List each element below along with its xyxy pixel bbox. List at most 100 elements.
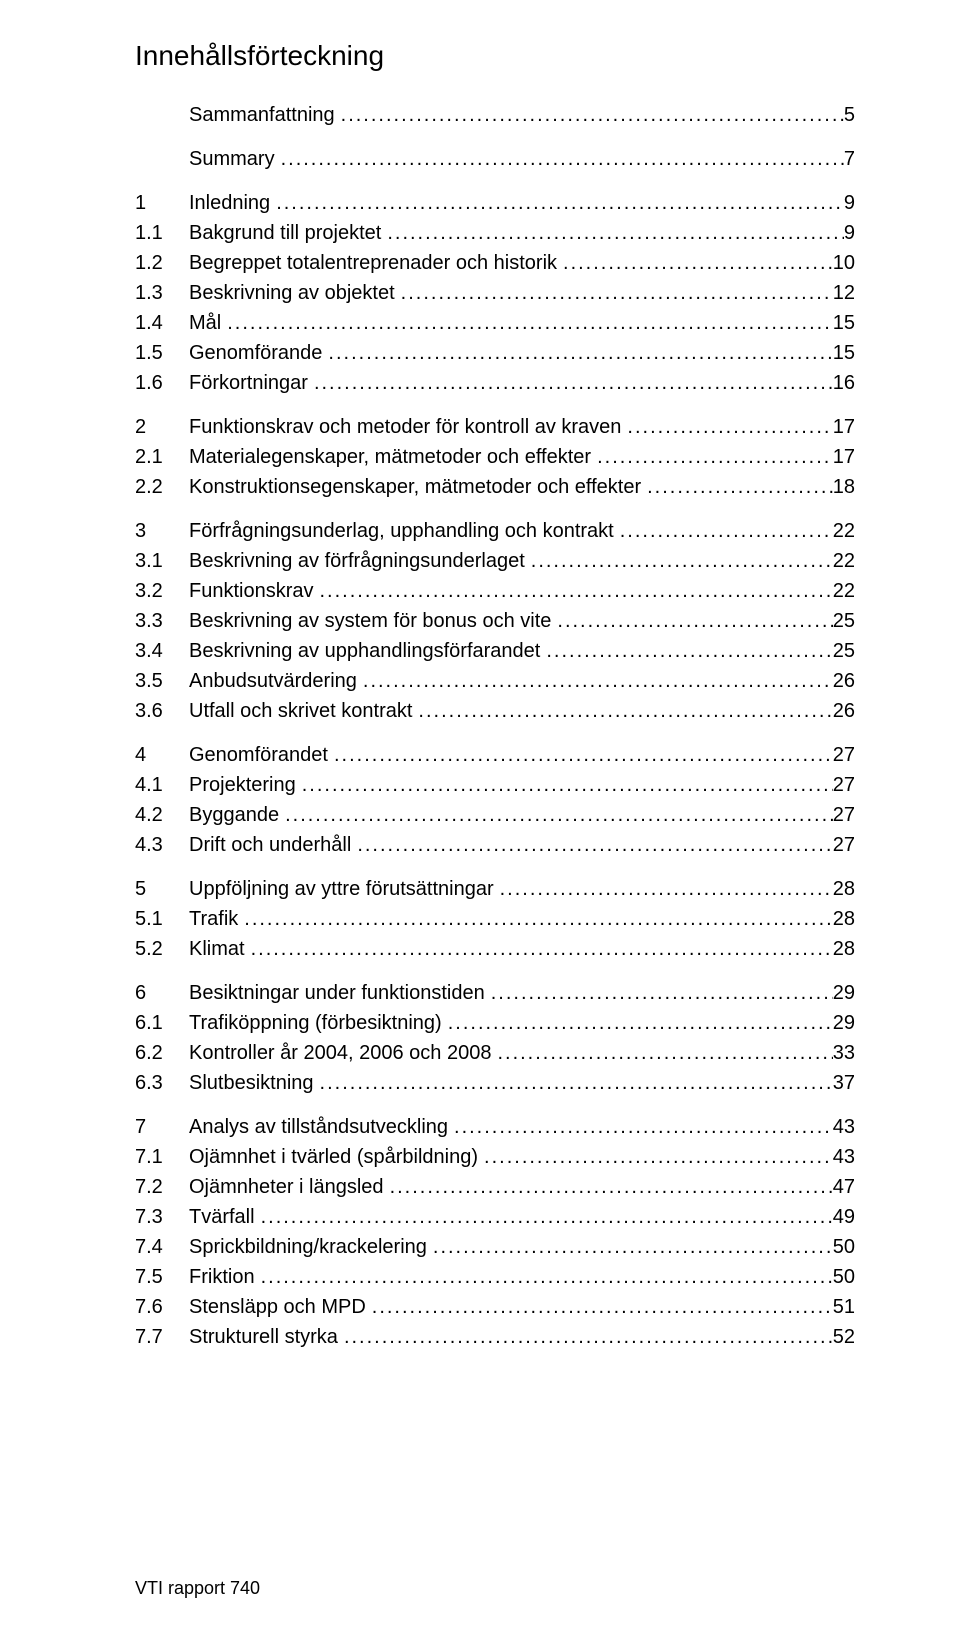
toc-leader-dots (308, 368, 833, 398)
toc-entry-page: 25 (833, 606, 855, 636)
toc-leader-dots (366, 1292, 833, 1322)
toc-entry: Summary7 (135, 144, 855, 174)
toc-entry-label: Begreppet totalentreprenader och histori… (189, 248, 557, 278)
toc-entry: 7.1Ojämnhet i tvärled (spårbildning)43 (135, 1142, 855, 1172)
toc-entry: 3.1Beskrivning av förfrågningsunderlaget… (135, 546, 855, 576)
document-page: Innehållsförteckning Sammanfattning5Summ… (0, 0, 960, 1639)
toc-entry-label: Anbudsutvärdering (189, 666, 357, 696)
toc-entry: 6.3Slutbesiktning 37 (135, 1068, 855, 1098)
toc-entry-page: 12 (833, 278, 855, 308)
toc-entry: 3.4Beskrivning av upphandlingsförfarande… (135, 636, 855, 666)
toc-entry-label: Sprickbildning/krackelering (189, 1232, 427, 1262)
toc-leader-dots (478, 1142, 833, 1172)
toc-entry-page: 15 (833, 338, 855, 368)
toc-entry-page: 50 (833, 1262, 855, 1292)
toc-entry-label: Strukturell styrka (189, 1322, 338, 1352)
toc-entry: 3.3Beskrivning av system för bonus och v… (135, 606, 855, 636)
toc-leader-dots (270, 188, 844, 218)
toc-entry-number: 7.6 (135, 1292, 189, 1322)
toc-group-gap (135, 174, 855, 188)
toc-entry-label: Mål (189, 308, 221, 338)
toc-entry: 4.3Drift och underhåll27 (135, 830, 855, 860)
toc-entry-number: 3.1 (135, 546, 189, 576)
toc-leader-dots (255, 1262, 833, 1292)
toc-leader-dots (314, 1068, 833, 1098)
toc-entry-number: 7.1 (135, 1142, 189, 1172)
toc-entry-page: 22 (833, 516, 855, 546)
toc-entry: 7.6Stensläpp och MPD 51 (135, 1292, 855, 1322)
toc-entry-label: Beskrivning av upphandlingsförfarandet (189, 636, 540, 666)
toc-group-gap (135, 726, 855, 740)
toc-entry-label: Förfrågningsunderlag, upphandling och ko… (189, 516, 614, 546)
toc-entry-number: 3 (135, 516, 189, 546)
toc-entry-label: Konstruktionsegenskaper, mätmetoder och … (189, 472, 641, 502)
toc-entry: 6.1Trafiköppning (förbesiktning)29 (135, 1008, 855, 1038)
toc-entry: 7.7Strukturell styrka 52 (135, 1322, 855, 1352)
toc-list: Sammanfattning5 Summary7 1Inledning91.1Bak… (135, 100, 855, 1352)
toc-entry-number: 2 (135, 412, 189, 442)
toc-entry-label: Analys av tillståndsutveckling (189, 1112, 448, 1142)
toc-leader-dots (322, 338, 832, 368)
toc-entry: Sammanfattning5 (135, 100, 855, 130)
toc-entry-number: 3.3 (135, 606, 189, 636)
toc-entry-number: 4.3 (135, 830, 189, 860)
toc-entry-number: 4.1 (135, 770, 189, 800)
toc-entry: 6Besiktningar under funktionstiden29 (135, 978, 855, 1008)
toc-leader-dots (491, 1038, 832, 1068)
toc-leader-dots (338, 1322, 833, 1352)
toc-entry-page: 51 (833, 1292, 855, 1322)
toc-entry-label: Byggande (189, 800, 279, 830)
toc-leader-dots (412, 696, 832, 726)
toc-leader-dots (557, 248, 833, 278)
toc-entry-number: 1 (135, 188, 189, 218)
toc-entry-label: Tvärfall (189, 1202, 255, 1232)
toc-entry-page: 26 (833, 696, 855, 726)
toc-entry: 1.3Beskrivning av objektet12 (135, 278, 855, 308)
toc-entry-page: 27 (833, 770, 855, 800)
toc-entry: 1Inledning9 (135, 188, 855, 218)
toc-entry-page: 9 (844, 188, 855, 218)
toc-leader-dots (485, 978, 833, 1008)
toc-entry-page: 27 (833, 800, 855, 830)
toc-entry: 5Uppföljning av yttre förutsättningar28 (135, 874, 855, 904)
toc-entry-number: 3.4 (135, 636, 189, 666)
toc-leader-dots (448, 1112, 833, 1142)
toc-entry-label: Slutbesiktning (189, 1068, 314, 1098)
toc-entry: 4.1Projektering 27 (135, 770, 855, 800)
toc-entry-page: 37 (833, 1068, 855, 1098)
toc-entry-number: 6.2 (135, 1038, 189, 1068)
toc-entry-label: Ojämnheter i längsled (189, 1172, 384, 1202)
toc-entry-page: 43 (833, 1112, 855, 1142)
toc-entry-page: 22 (833, 576, 855, 606)
toc-entry: 7.3Tvärfall49 (135, 1202, 855, 1232)
toc-entry-page: 52 (833, 1322, 855, 1352)
toc-entry: 6.2Kontroller år 2004, 2006 och 200833 (135, 1038, 855, 1068)
toc-entry: 3.6Utfall och skrivet kontrakt26 (135, 696, 855, 726)
toc-entry: 3Förfrågningsunderlag, upphandling och k… (135, 516, 855, 546)
toc-leader-dots (384, 1172, 833, 1202)
toc-entry-number: 7.4 (135, 1232, 189, 1262)
toc-entry-page: 22 (833, 546, 855, 576)
toc-entry-label: Bakgrund till projektet (189, 218, 381, 248)
toc-entry-page: 16 (833, 368, 855, 398)
toc-group-gap (135, 964, 855, 978)
toc-entry-number: 4.2 (135, 800, 189, 830)
toc-leader-dots (238, 904, 832, 934)
toc-entry-label: Stensläpp och MPD (189, 1292, 366, 1322)
toc-entry-number: 5.1 (135, 904, 189, 934)
toc-entry-label: Kontroller år 2004, 2006 och 2008 (189, 1038, 491, 1068)
toc-entry-page: 25 (833, 636, 855, 666)
toc-leader-dots (381, 218, 844, 248)
toc-entry-page: 29 (833, 1008, 855, 1038)
toc-leader-dots (641, 472, 833, 502)
toc-entry-number: 1.1 (135, 218, 189, 248)
toc-entry-number: 7.7 (135, 1322, 189, 1352)
toc-entry-page: 18 (833, 472, 855, 502)
toc-entry-label: Summary (189, 144, 275, 174)
toc-entry: 2.2Konstruktionsegenskaper, mätmetoder o… (135, 472, 855, 502)
toc-entry-label: Beskrivning av förfrågningsunderlaget (189, 546, 525, 576)
toc-entry-label: Projektering (189, 770, 296, 800)
toc-entry-number: 6.3 (135, 1068, 189, 1098)
toc-group-gap (135, 502, 855, 516)
toc-entry-page: 17 (833, 412, 855, 442)
